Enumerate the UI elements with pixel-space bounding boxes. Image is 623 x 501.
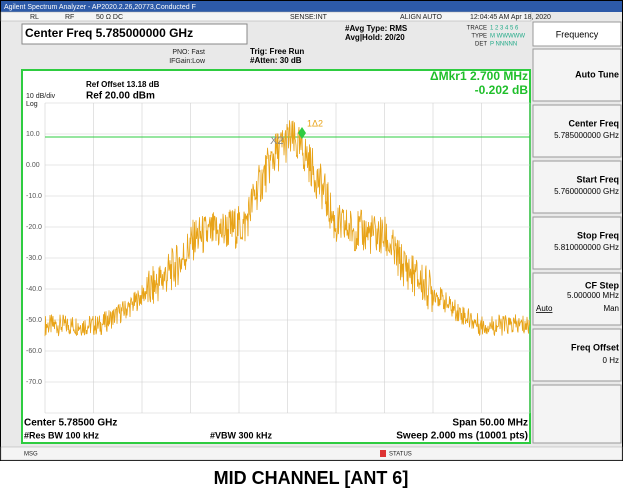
- coupling: 50 Ω DC: [96, 14, 123, 21]
- det-vals: P NNNNN: [490, 42, 517, 48]
- softkey[interactable]: [532, 328, 622, 382]
- ref-marker: X2: [270, 135, 283, 147]
- softkey[interactable]: [532, 160, 622, 214]
- softkey-option: Auto: [536, 304, 553, 313]
- softkey-value: 5.785000000 GHz: [554, 131, 619, 140]
- rbw: #Res BW 100 kHz: [24, 430, 100, 440]
- softkey-label: CF Step: [585, 280, 620, 290]
- softkey-value: 0 Hz: [603, 356, 619, 365]
- y-axis-label: 0.00: [26, 162, 40, 169]
- type-vals: M WWWWW: [490, 34, 525, 40]
- graph-frame: [21, 69, 531, 444]
- marker-diamond: [298, 127, 306, 139]
- center: Center 5.78500 GHz: [24, 418, 117, 429]
- sense: SENSE:INT: [290, 14, 328, 21]
- softkey[interactable]: [532, 272, 622, 326]
- softkey-label: Stop Freq: [577, 230, 619, 240]
- status: STATUS: [389, 452, 412, 458]
- title-bar: [1, 1, 622, 12]
- softkey-label: Freq Offset: [571, 342, 619, 352]
- vbw: #VBW 300 kHz: [210, 430, 273, 440]
- window-title: Agilent Spectrum Analyzer - AP2020.2.26,…: [4, 4, 196, 11]
- menu-label: Frequency: [556, 29, 599, 39]
- marker-label: 1Δ2: [307, 118, 323, 128]
- det-label: DET: [475, 42, 487, 48]
- log: Log: [26, 101, 38, 108]
- softkey-panel: Frequency Auto Tune Center Freq 5.785000…: [532, 21, 622, 444]
- align: ALIGN AUTO: [400, 14, 442, 21]
- softkey-label: Start Freq: [576, 174, 619, 184]
- type-label: TYPE: [471, 34, 487, 40]
- ifgain: IFGain:Low: [169, 58, 206, 65]
- softkey[interactable]: [532, 216, 622, 270]
- ref-offset: Ref Offset 13.18 dB: [86, 80, 160, 89]
- y-axis-label: -40.0: [26, 286, 42, 293]
- softkey-value: 5.810000000 GHz: [554, 243, 619, 252]
- softkey[interactable]: [532, 104, 622, 158]
- softkey-blank: [532, 384, 622, 444]
- softkey-option: Man: [603, 304, 619, 313]
- status-row: [0, 11, 532, 22]
- menu-title: [532, 21, 622, 47]
- avg-hold: Avg|Hold: 20/20: [345, 33, 405, 42]
- span: Span 50.00 MHz: [452, 418, 528, 429]
- softkey-value: 5.000000 MHz: [567, 291, 619, 300]
- caption: MID CHANNEL [ANT 6]: [214, 468, 409, 488]
- pno: PNO: Fast: [172, 49, 205, 56]
- marker-delta: ΔMkr1 2.700 MHz: [430, 69, 528, 83]
- trace-label: TRACE: [467, 26, 487, 32]
- softkey[interactable]: [532, 48, 622, 102]
- trig: Trig: Free Run: [250, 47, 304, 56]
- rf: RF: [65, 14, 74, 21]
- marker-value: -0.202 dB: [475, 83, 529, 97]
- y-axis-label: -70.0: [26, 379, 42, 386]
- scale: 10 dB/div: [26, 93, 56, 100]
- y-axis-label: -10.0: [26, 193, 42, 200]
- softkey-label: Auto Tune: [575, 69, 619, 79]
- atten: #Atten: 30 dB: [250, 56, 302, 65]
- softkey-label: Center Freq: [568, 118, 619, 128]
- datetime: 12:04:45 AM Apr 18, 2020: [470, 14, 551, 21]
- y-axis-label: -50.0: [26, 317, 42, 324]
- y-axis-label: -20.0: [26, 224, 42, 231]
- grid: 10.0 0.00 -10.0 -20.0 -30.0 -40.0 -50.0 -60.0 -7…: [26, 102, 531, 414]
- y-axis-label: -30.0: [26, 255, 42, 262]
- rl: RL: [30, 14, 39, 21]
- ref-level: Ref 20.00 dBm: [86, 91, 155, 102]
- message-bar: [0, 446, 623, 461]
- msg: MSG: [24, 452, 38, 458]
- trace-nums: 1 2 3 4 5 6: [490, 26, 519, 32]
- trace: [44, 120, 531, 337]
- center-freq: Center Freq 5.785000000 GHz: [25, 26, 193, 40]
- sweep: Sweep 2.000 ms (10001 pts): [396, 431, 528, 442]
- y-axis-label: 10.0: [26, 131, 40, 138]
- softkey-value: 5.760000000 GHz: [554, 187, 619, 196]
- avg-type: #Avg Type: RMS: [345, 24, 408, 33]
- status-icon: [380, 450, 386, 457]
- y-axis-label: -60.0: [26, 348, 42, 355]
- center-freq-box: [21, 23, 248, 45]
